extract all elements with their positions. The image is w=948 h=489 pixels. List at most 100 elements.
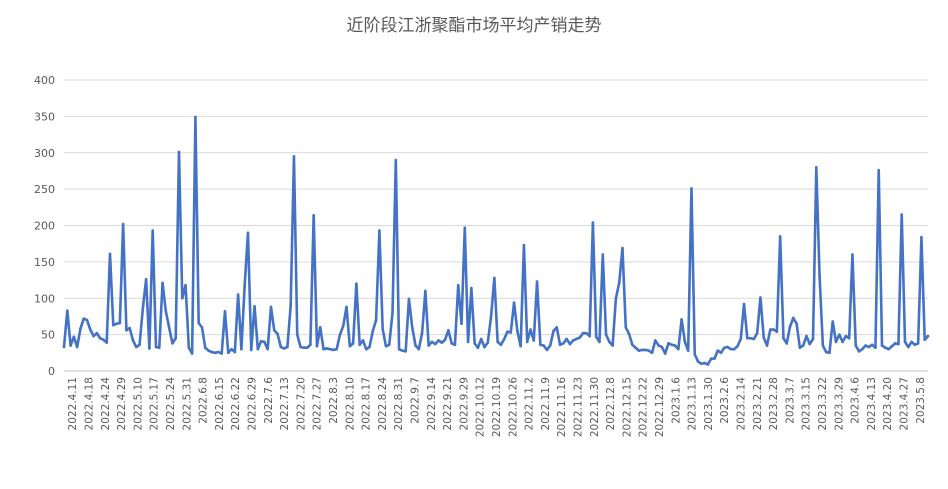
x-tick-label: 2022.11.16 (556, 377, 568, 437)
data-point (667, 342, 670, 345)
x-tick-label: 2023.1.6 (670, 377, 682, 424)
data-point (828, 351, 831, 355)
data-point (115, 322, 118, 326)
x-tick-label: 2022.5.17 (149, 377, 161, 430)
data-point (118, 321, 122, 325)
data-point (562, 342, 565, 345)
data-point (236, 293, 240, 296)
data-point (171, 342, 174, 345)
data-point (752, 337, 756, 341)
data-point (230, 347, 233, 351)
data-point (243, 283, 246, 287)
data-point (851, 253, 854, 256)
data-point (361, 339, 365, 342)
data-point (696, 360, 700, 363)
data-point (394, 158, 398, 162)
data-point (496, 340, 499, 344)
data-point (282, 347, 286, 350)
data-point (177, 150, 181, 154)
data-point (742, 302, 746, 306)
data-point (328, 347, 332, 351)
data-point (893, 342, 897, 345)
data-point (121, 222, 125, 226)
data-point (407, 297, 411, 301)
x-tick-label: 2023.4.13 (866, 377, 878, 430)
x-tick-label: 2022.4.18 (83, 377, 95, 430)
data-point (746, 336, 749, 340)
data-point (677, 347, 680, 351)
x-tick-label: 2023.3.29 (833, 377, 845, 430)
data-point (157, 346, 161, 350)
data-point (226, 351, 230, 355)
data-point (410, 326, 414, 329)
data-point (364, 347, 368, 351)
data-point (617, 281, 621, 285)
data-point (555, 326, 559, 329)
data-point (723, 346, 726, 350)
data-point (223, 310, 227, 313)
data-point (299, 345, 302, 349)
data-point (772, 328, 775, 331)
data-point (838, 333, 841, 336)
data-point (128, 326, 131, 330)
data-point (601, 253, 605, 256)
data-point (207, 349, 210, 352)
data-point (739, 337, 743, 341)
data-point (857, 350, 861, 353)
data-point (259, 339, 263, 343)
data-point (174, 336, 177, 340)
x-tick-label: 2023.2.14 (736, 377, 748, 431)
data-point (815, 166, 818, 169)
data-point (663, 352, 667, 355)
data-point (880, 344, 884, 347)
data-point (476, 346, 480, 350)
y-axis-tick-labels: 0 50 100 150 200 250 300 350 400 (34, 74, 55, 378)
x-tick-label: 2022.7.27 (312, 377, 324, 430)
data-point (539, 343, 542, 347)
x-axis-tick-labels: 2022.4.11 2022.4.18 2022.4.24 2022.4.29 2022… (67, 377, 927, 437)
data-point (381, 327, 384, 331)
data-point (506, 330, 509, 334)
data-point (512, 301, 516, 304)
data-point (834, 340, 838, 344)
data-point (164, 310, 168, 313)
x-tick-label: 2022.10.26 (507, 377, 519, 437)
data-point (690, 187, 693, 190)
x-tick-label: 2022.11.30 (589, 377, 601, 437)
data-point (644, 348, 647, 352)
data-point (338, 333, 342, 336)
data-point (864, 344, 867, 347)
y-tick-label: 0 (48, 365, 55, 378)
x-tick-label: 2022.9.21 (442, 377, 454, 430)
data-point (358, 343, 361, 347)
x-tick-label: 2022.7.13 (279, 377, 291, 430)
data-point (276, 332, 279, 336)
data-point (420, 331, 424, 335)
data-point (85, 318, 89, 322)
data-point (769, 328, 772, 331)
data-point (713, 357, 716, 360)
data-point (604, 333, 608, 336)
x-tick-label: 2022.11.23 (573, 377, 585, 437)
data-point (548, 344, 552, 347)
data-point (795, 322, 798, 326)
data-point (450, 342, 453, 345)
data-point (479, 337, 483, 341)
data-point (213, 351, 217, 355)
data-point (762, 336, 766, 339)
x-tick-label: 2023.3.22 (817, 377, 829, 430)
data-point (220, 352, 223, 355)
chart-title: 近阶段江浙聚酯市场平均产销走势 (346, 16, 602, 36)
data-point (654, 339, 657, 342)
x-tick-label: 2022.10.12 (475, 377, 487, 437)
data-point (847, 336, 851, 340)
data-point (430, 340, 434, 344)
data-point (355, 282, 358, 286)
data-point (456, 283, 460, 287)
data-point (657, 344, 660, 347)
data-point (79, 327, 82, 331)
data-point (108, 252, 112, 256)
data-point (102, 338, 105, 342)
data-point (670, 343, 674, 347)
data-point (693, 352, 697, 356)
